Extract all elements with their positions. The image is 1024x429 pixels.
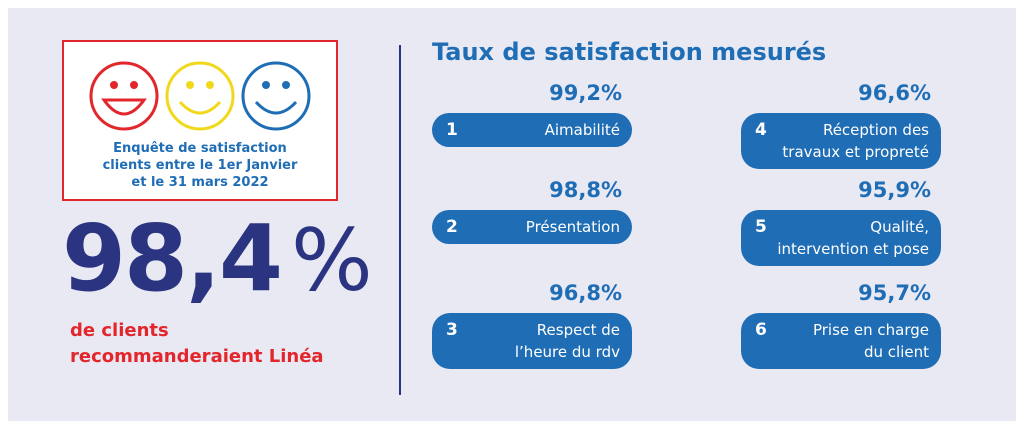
item-number: 1 [446,120,458,140]
score: 96,8% [549,281,622,305]
divider [399,45,401,395]
item-pill: 3 Respect de l’heure du rdv [432,313,632,369]
item-label: Prise en charge [812,321,929,339]
score: 96,6% [858,81,931,105]
item-pill: 6 Prise en charge du client [741,313,941,369]
survey-line: clients entre le 1er Janvier [102,158,298,173]
item-pill: 1 Aimabilité [432,113,632,147]
survey-line: Enquête de satisfaction [113,141,287,156]
headline-value: 98,4 [62,205,283,312]
item-label: Respect de [536,321,620,339]
smileys [89,61,311,131]
item-label: du client [864,343,929,361]
item-label: Présentation [525,218,620,236]
item-label: Aimabilité [544,121,620,139]
score: 98,8% [549,178,622,202]
caption-line: recommanderaient Linéa [70,346,324,367]
item-number: 2 [446,217,458,237]
headline-caption: de clients recommanderaient Linéa [70,318,324,370]
survey-line: et le 31 mars 2022 [131,175,269,190]
headline-unit: % [291,211,373,311]
item-number: 4 [755,120,767,140]
item-pill: 2 Présentation [432,210,632,244]
item-label: travaux et propreté [782,143,929,161]
item-number: 3 [446,320,458,340]
survey-box: Enquête de satisfaction clients entre le … [62,40,338,201]
item-label: l’heure du rdv [514,343,620,361]
score: 95,7% [858,281,931,305]
item-label: Réception des [822,121,929,139]
item-label: Qualité, [870,218,929,236]
score: 99,2% [549,81,622,105]
headline: 98,4% [62,205,373,312]
score: 95,9% [858,178,931,202]
item-label: intervention et pose [777,240,929,258]
item-pill: 4 Réception des travaux et propreté [741,113,941,169]
caption-line: de clients [70,320,169,341]
item-pill: 5 Qualité, intervention et pose [741,210,941,266]
survey-text: Enquête de satisfaction clients entre le … [64,140,336,191]
item-number: 5 [755,217,767,237]
item-number: 6 [755,320,767,340]
section-title: Taux de satisfaction mesurés [432,38,827,66]
